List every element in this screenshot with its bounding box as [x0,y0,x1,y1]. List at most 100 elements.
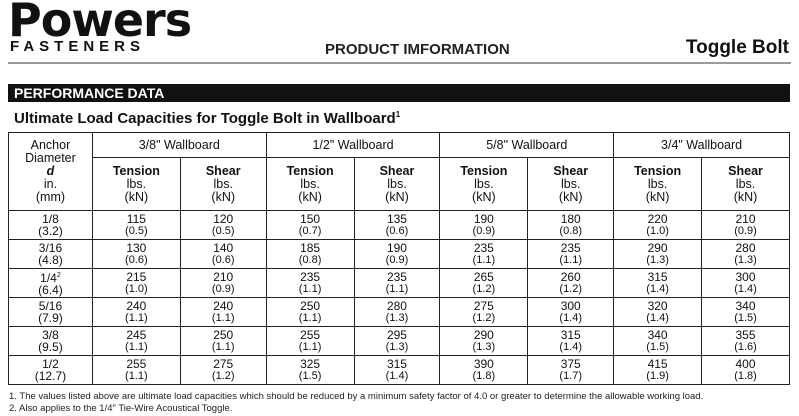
band-header: 1/2" Wallboard [265,132,441,158]
product-title: Toggle Bolt [685,37,789,58]
load-kn: (1.4) [385,370,409,382]
load-lbs: 220 [647,212,668,226]
load-lbs: 280 [735,241,756,255]
table-title: Ultimate Load Capacities for Toggle Bolt… [14,110,400,127]
load-lbs: 210 [213,270,234,284]
load-kn: (1.5) [734,312,757,324]
shear-label: Shear [205,163,241,178]
load-lbs: 180 [560,212,581,226]
load-lbs: 315 [560,328,581,342]
load-kn: (1.1) [125,312,148,324]
footnote-ref: 2 [56,272,61,279]
tension-value-cell: 115 (0.5) [91,210,181,240]
unit-kn-label: (kN) [558,189,583,204]
table-row: 1/42 (6.4) 215 (1.0) 210 (0.9) 235 (1.1) 235 (1.1… [8,268,790,298]
tension-value-cell: 250 (1.1) [265,297,355,327]
unit-kn-label: (kN) [124,189,149,204]
load-lbs: 140 [213,241,234,255]
load-kn: (1.1) [472,254,496,266]
load-kn: (1.1) [125,370,148,382]
shear-value-cell: 250 (1.1) [179,326,267,356]
load-kn: (1.4) [646,312,669,324]
header-divider [8,62,791,64]
load-lbs: 115 [126,212,146,226]
load-lbs: 215 [126,270,147,284]
load-kn: (0.9) [385,254,409,266]
diameter-in: 1/42 [9,270,92,284]
tension-header: Tension lbs. (kN) [439,157,529,211]
anchor-diameter-cell: 1/42 (6.4) [8,268,93,298]
shear-value-cell: 280 (1.3) [353,297,441,327]
load-kn: (1.3) [646,254,669,266]
load-kn: (1.9) [646,370,669,382]
anchor-diameter-cell: 5/16 (7.9) [8,297,93,327]
load-kn: (1.0) [125,283,148,295]
table-title-text: Ultimate Load Capacities for Toggle Bolt… [14,110,396,127]
table-title-footnote-ref: 1 [395,110,401,119]
tension-header: Tension lbs. (kN) [91,157,181,211]
shear-value-cell: 300 (1.4) [701,268,790,298]
shear-value-cell: 180 (0.8) [527,210,615,240]
footnote: 1. The values listed above are ultimate … [9,391,704,402]
load-lbs: 275 [213,357,234,371]
shear-value-cell: 235 (1.1) [353,268,441,298]
shear-header: Shear lbs. (kN) [179,157,267,211]
unit-kn-label: (kN) [298,189,322,204]
load-lbs: 135 [386,212,407,226]
diameter-mm: (12.7) [34,369,67,383]
load-lbs: 275 [473,299,494,313]
shear-value-cell: 140 (0.6) [179,239,267,269]
load-kn: (0.6) [125,254,148,266]
footnote: 2. Also applies to the 1/4" Tie-Wire Aco… [9,403,233,414]
load-kn: (1.5) [646,341,669,353]
load-lbs: 250 [300,299,321,313]
tension-value-cell: 275 (1.2) [439,297,529,327]
unit-kn-label: (kN) [385,189,409,204]
anchor-header-unit-mm: (mm) [35,190,66,204]
anchor-diameter-cell: 1/2 (12.7) [8,355,93,385]
shear-value-cell: 190 (0.9) [353,239,441,269]
load-lbs: 240 [213,299,234,313]
load-kn: (1.1) [298,312,322,324]
load-lbs: 415 [647,357,668,371]
load-kn: (1.3) [734,254,757,266]
diameter-in-value: 3/16 [38,241,63,255]
load-lbs: 315 [386,357,407,371]
tension-label: Tension [286,163,334,178]
load-lbs: 280 [386,299,407,313]
diameter-in-value: 1/4 [40,271,57,285]
tension-header: Tension lbs. (kN) [613,157,703,211]
diameter-mm: (3.2) [38,224,63,238]
shear-label: Shear [553,163,589,178]
load-kn: (1.4) [559,312,583,324]
shear-value-cell: 400 (1.8) [701,355,790,385]
load-kn: (1.2) [211,370,235,382]
unit-lbs-label: lbs. [647,176,668,191]
tension-label: Tension [112,163,160,178]
brand-logo: Powers FASTENERS [8,0,192,58]
tension-value-cell: 220 (1.0) [613,210,703,240]
unit-lbs-label: lbs. [300,176,320,191]
load-kn: (1.4) [734,283,757,295]
load-kn: (0.6) [385,225,409,237]
load-lbs: 325 [300,357,321,371]
load-lbs: 300 [735,270,756,284]
load-lbs: 235 [473,241,494,255]
load-kn: (0.9) [472,225,496,237]
unit-lbs-label: lbs. [735,176,756,191]
band-header: 5/8" Wallboard [439,132,615,158]
load-kn: (1.1) [211,312,235,324]
anchor-diameter-cell: 1/8 (3.2) [8,210,93,240]
load-lbs: 235 [300,270,321,284]
diameter-in: 5/16 [9,300,92,312]
load-kn: (1.3) [385,341,409,353]
shear-value-cell: 210 (0.9) [701,210,790,240]
tension-value-cell: 215 (1.0) [91,268,181,298]
load-kn: (1.2) [472,312,496,324]
load-lbs: 260 [560,270,581,284]
load-kn: (1.1) [385,283,409,295]
diameter-in: 1/8 [9,213,92,225]
tension-value-cell: 255 (1.1) [265,326,355,356]
load-lbs: 295 [386,328,407,342]
shear-value-cell: 210 (0.9) [179,268,267,298]
